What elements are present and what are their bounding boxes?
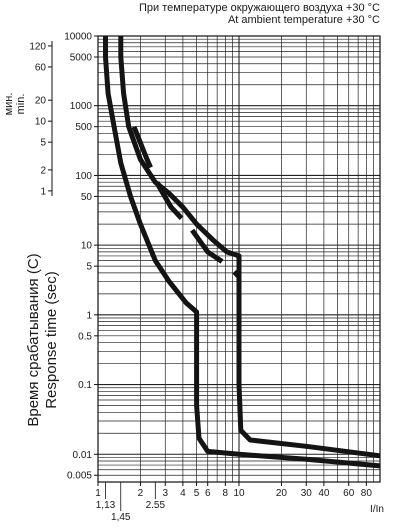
minute-ticks: 120 60 20 10 5 2 1 bbox=[29, 40, 53, 197]
minute-tick-label: 5 bbox=[40, 138, 46, 149]
y-tick-label: 0.1 bbox=[78, 380, 92, 391]
x-tick-label: 10 bbox=[233, 488, 245, 499]
x-tick-label: 60 bbox=[343, 488, 355, 499]
y-tick-label: 0.005 bbox=[67, 471, 92, 482]
x-tick-label: 5 bbox=[194, 488, 200, 499]
trip-curve-1 bbox=[103, 36, 381, 469]
y-axis-label-en: Response time (sec) bbox=[43, 271, 60, 409]
y-tick-label: 500 bbox=[75, 122, 92, 133]
x-tick-label: 8 bbox=[223, 488, 229, 499]
y-tick-label: 0.01 bbox=[73, 450, 93, 461]
y-tick-label: 10 bbox=[81, 241, 93, 252]
x-tick-label: 30 bbox=[301, 488, 313, 499]
y-tick-label: 10000 bbox=[64, 32, 92, 43]
x-tick-label: 6 bbox=[205, 488, 211, 499]
y-ticks: 10000 5000 1000 500 100 50 10 5 1 0.5 0.1 0.01 0.005 bbox=[64, 32, 98, 482]
trip-curve-2 bbox=[118, 36, 381, 459]
y-tick-label: 0.5 bbox=[78, 331, 92, 342]
curves bbox=[103, 36, 381, 469]
trip-curve-3 bbox=[131, 125, 241, 279]
x-axis-label: I/In bbox=[370, 504, 384, 515]
x-tick-label: 4 bbox=[180, 488, 186, 499]
x-tick-label: 40 bbox=[318, 488, 330, 499]
x-tick-label: 3 bbox=[162, 488, 168, 499]
x-tick-label: 20 bbox=[276, 488, 288, 499]
chart-header-line-1: При температуре окружающего воздуха +30 … bbox=[139, 2, 380, 14]
y-tick-label: 100 bbox=[75, 171, 92, 182]
x-tick-label: 80 bbox=[361, 488, 373, 499]
y-tick-label: 5 bbox=[86, 262, 92, 273]
chart-header-line-2: At ambient temperature +30 °C bbox=[228, 14, 380, 26]
x-tick-label: 2.55 bbox=[146, 500, 166, 511]
y-tick-label: 1 bbox=[86, 310, 92, 321]
minute-tick-label: 10 bbox=[35, 117, 47, 128]
minute-tick-label: 20 bbox=[35, 96, 47, 107]
grid bbox=[98, 36, 380, 482]
minute-tick-label: 2 bbox=[40, 165, 46, 176]
x-ticks: 11,131,45 22.553 4 5 6 8 10 20 30 40 60 80 bbox=[95, 482, 372, 523]
minute-tick-label: 120 bbox=[29, 41, 46, 52]
y-tick-label: 1000 bbox=[70, 101, 93, 112]
minute-tick-label: 60 bbox=[35, 62, 47, 73]
y-tick-label: 5000 bbox=[70, 52, 93, 63]
minutes-label-ru: мин. bbox=[3, 93, 15, 116]
y-axis-label-ru: Время срабатывания (С) bbox=[25, 253, 42, 426]
minutes-label-en: min. bbox=[15, 94, 27, 115]
y-tick-label: 50 bbox=[81, 192, 93, 203]
x-tick-label: 2 bbox=[138, 488, 144, 499]
x-tick-label: 1 bbox=[95, 488, 101, 499]
x-tick-label: 1,13 bbox=[96, 500, 116, 511]
x-tick-label: 1,45 bbox=[111, 512, 131, 523]
minute-tick-label: 1 bbox=[40, 186, 46, 197]
